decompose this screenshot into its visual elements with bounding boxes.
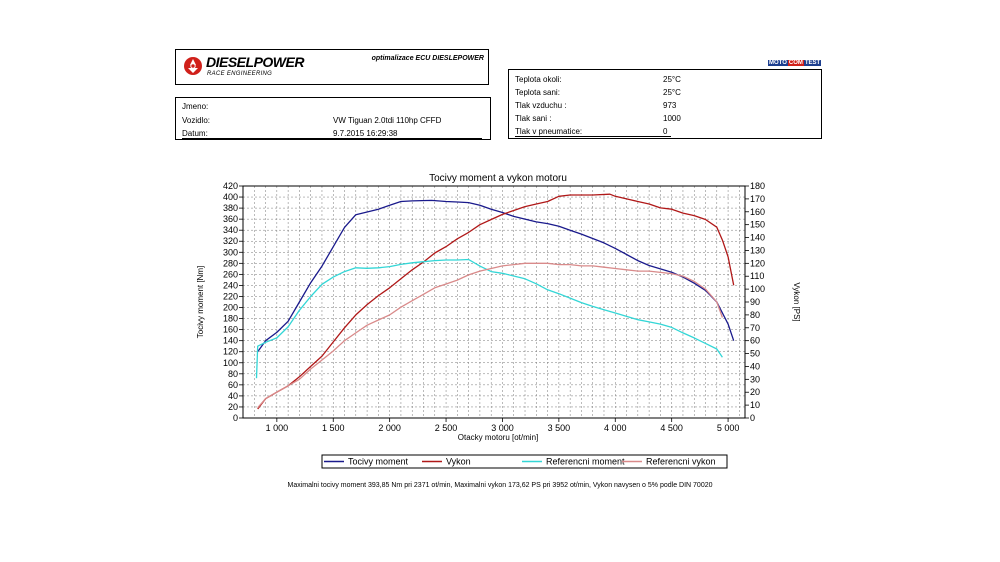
x-tick-label: 5 000	[717, 423, 740, 433]
y-tick-label: 400	[223, 192, 238, 202]
y-tick-label: 300	[223, 247, 238, 257]
y2-tick-label: 10	[750, 400, 760, 410]
y2-tick-label: 180	[750, 181, 765, 191]
chart-axes: 0204060801001201401601802002202402602803…	[223, 181, 765, 433]
y2-tick-label: 0	[750, 413, 755, 423]
y-tick-label: 100	[223, 358, 238, 368]
y-tick-label: 360	[223, 214, 238, 224]
y-tick-label: 340	[223, 225, 238, 235]
cond-value: 25°C	[663, 75, 681, 84]
logo-subtitle: RACE ENGINEERING	[207, 71, 273, 77]
y2-tick-label: 80	[750, 310, 760, 320]
y-tick-label: 20	[228, 402, 238, 412]
x-tick-label: 1 000	[266, 423, 289, 433]
cond-value: 1000	[663, 114, 681, 123]
badge-moto: MOTO	[768, 60, 788, 66]
y-tick-label: 240	[223, 280, 238, 290]
chart-grid	[243, 185, 745, 419]
plot-frame	[242, 185, 746, 419]
badge-com: COM	[787, 60, 804, 66]
y-tick-label: 0	[233, 413, 238, 423]
y-tick-label: 160	[223, 325, 238, 335]
power-line	[257, 193, 735, 410]
cond-value: 25°C	[663, 88, 681, 97]
vozidlo-value: VW Tiguan 2.0tdi 110hp CFFD	[333, 116, 442, 125]
y2-tick-label: 60	[750, 336, 760, 346]
y2-tick-label: 120	[750, 258, 765, 268]
y-tick-label: 320	[223, 236, 238, 246]
y2-tick-label: 90	[750, 297, 760, 307]
cond-label: Teplota okoli:	[515, 75, 562, 84]
vehicle-info-box: Jmeno: Vozidlo: VW Tiguan 2.0tdi 110hp C…	[175, 97, 491, 140]
logo-box: DIESELPOWER RACE ENGINEERING optimalizac…	[175, 49, 489, 85]
y-tick-label: 380	[223, 203, 238, 213]
y-tick-label: 80	[228, 369, 238, 379]
datum-value: 9.7.2015 16:29:38	[333, 129, 398, 138]
y2-tick-label: 140	[750, 233, 765, 243]
y-tick-label: 60	[228, 380, 238, 390]
y2-tick-label: 160	[750, 207, 765, 217]
legend-label: Tocivy moment	[348, 457, 409, 467]
chart-series	[255, 193, 735, 410]
x-tick-label: 4 500	[660, 423, 683, 433]
y-tick-label: 420	[223, 181, 238, 191]
conditions-box: Teplota okoli: 25°C Teplota sani: 25°C T…	[508, 69, 822, 139]
torque-line	[257, 199, 735, 353]
footer-summary: Maximalni tocivy moment 393,85 Nm pri 23…	[287, 482, 713, 489]
ecu-optimization-label: optimalizace ECU DIESLEPOWER	[371, 55, 484, 62]
y2-tick-label: 70	[750, 323, 760, 333]
motocomtest-badge: MOTO COM TEST	[768, 60, 822, 66]
x-tick-label: 2 500	[435, 423, 458, 433]
vozidlo-label: Vozidlo:	[182, 116, 211, 125]
logo-text: DIESELPOWER	[206, 54, 304, 70]
y2-tick-label: 110	[750, 271, 764, 281]
dieselpower-logo-icon	[184, 57, 202, 75]
ref-torque-line	[255, 258, 723, 379]
x-axis-label: Otacky motoru [ot/min]	[458, 433, 538, 442]
cond-label: Tlak sani :	[515, 114, 552, 123]
y-tick-label: 200	[223, 303, 238, 313]
x-tick-label: 3 500	[548, 423, 571, 433]
cond-value: 0	[663, 127, 668, 136]
cond-label: Tlak v pneumatice:	[515, 127, 583, 136]
y-tick-label: 180	[223, 314, 238, 324]
x-tick-label: 3 000	[491, 423, 514, 433]
cond-label: Teplota sani:	[515, 88, 560, 97]
cond-underline	[515, 136, 671, 137]
info-underline	[182, 138, 482, 139]
jmeno-label: Jmeno:	[182, 102, 209, 111]
y2-tick-label: 130	[750, 245, 765, 255]
legend-label: Vykon	[446, 457, 471, 467]
y2-tick-label: 20	[750, 387, 760, 397]
chart-title: Tocivy moment a vykon motoru	[429, 173, 567, 184]
y2-axis-label: Vykon [PS]	[792, 282, 801, 321]
y2-tick-label: 150	[750, 220, 765, 230]
badge-test: TEST	[803, 60, 822, 66]
y-tick-label: 120	[223, 347, 238, 357]
cond-label: Tlak vzduchu :	[515, 101, 567, 110]
y-tick-label: 260	[223, 269, 238, 279]
x-tick-label: 2 000	[378, 423, 401, 433]
chart-legend: Tocivy moment Vykon Referencni moment Refer…	[321, 454, 728, 469]
ref-power-line	[257, 262, 724, 409]
y2-tick-label: 40	[750, 361, 760, 371]
legend-label: Referencni vykon	[646, 457, 716, 467]
y2-tick-label: 30	[750, 374, 760, 384]
y2-tick-label: 100	[750, 284, 765, 294]
y-axis-label: Tocivy moment [Nm]	[196, 266, 205, 338]
y2-tick-label: 170	[750, 194, 765, 204]
y-tick-label: 40	[228, 391, 238, 401]
x-tick-label: 1 500	[322, 423, 345, 433]
x-tick-label: 4 000	[604, 423, 627, 433]
y-tick-label: 140	[223, 336, 238, 346]
y-tick-label: 280	[223, 258, 238, 268]
y2-tick-label: 50	[750, 349, 760, 359]
y-tick-label: 220	[223, 291, 238, 301]
cond-value: 973	[663, 101, 677, 110]
datum-label: Datum:	[182, 129, 208, 138]
legend-label: Referencni moment	[546, 457, 625, 467]
